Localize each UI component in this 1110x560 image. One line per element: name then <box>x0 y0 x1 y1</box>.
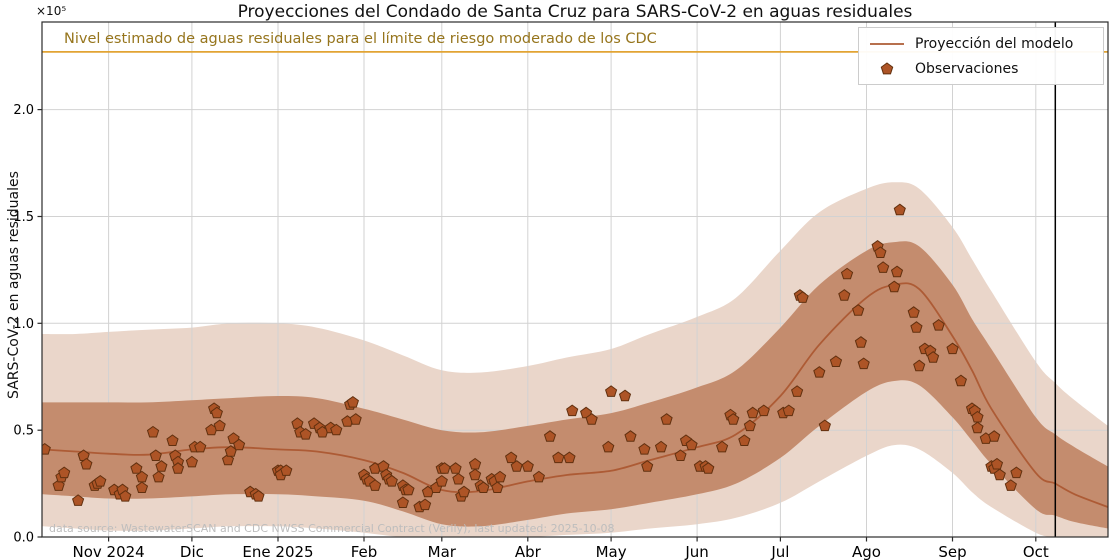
svg-text:Jun: Jun <box>684 543 708 560</box>
svg-text:1.0: 1.0 <box>13 317 34 332</box>
svg-text:Jul: Jul <box>770 543 789 560</box>
legend-row-model: Proyección del modelo <box>869 33 1093 54</box>
svg-text:1.5: 1.5 <box>13 210 34 225</box>
svg-text:May: May <box>596 543 627 560</box>
svg-text:0.5: 0.5 <box>13 424 34 439</box>
svg-text:Ago: Ago <box>852 543 881 560</box>
svg-text:Feb: Feb <box>351 543 378 560</box>
y-axis-label: SARS-CoV-2 en aguas residuales <box>6 171 22 399</box>
cdc-threshold-label: Nivel estimado de aguas residuales para … <box>64 31 657 47</box>
confidence-band-inner <box>42 241 1108 529</box>
chart-title: Proyecciones del Condado de Santa Cruz p… <box>237 2 913 22</box>
y-axis-ticks: 0.0 0.5 1.0 1.5 2.0 <box>13 103 42 546</box>
legend-row-observations: Observaciones <box>869 58 1093 79</box>
plot-border <box>41 21 1109 538</box>
model-line-swatch-icon <box>869 41 905 47</box>
svg-text:Mar: Mar <box>428 543 457 560</box>
legend: Proyección del modelo Observaciones <box>858 27 1104 85</box>
observation-markers <box>42 203 1023 513</box>
x-axis-ticks: Nov 2024 Dic Ene 2025 Feb Mar Abr May Jun Jul Ago… <box>72 537 1049 560</box>
svg-text:2.0: 2.0 <box>13 103 34 118</box>
svg-text:Oct: Oct <box>1023 543 1049 560</box>
svg-text:Sep: Sep <box>938 543 966 560</box>
legend-observations-label: Observaciones <box>915 60 1019 77</box>
y-axis-offset-label: ×10⁵ <box>36 4 67 18</box>
svg-text:Ene 2025: Ene 2025 <box>242 543 313 560</box>
data-source-note: data source: WastewaterSCAN and CDC NWSS… <box>49 522 615 535</box>
svg-text:Dic: Dic <box>180 543 204 560</box>
legend-model-label: Proyección del modelo <box>915 35 1074 52</box>
svg-text:Nov 2024: Nov 2024 <box>72 543 144 560</box>
svg-text:Abr: Abr <box>515 543 542 560</box>
svg-text:0.0: 0.0 <box>13 531 34 546</box>
observation-pentagon-icon <box>869 61 905 76</box>
